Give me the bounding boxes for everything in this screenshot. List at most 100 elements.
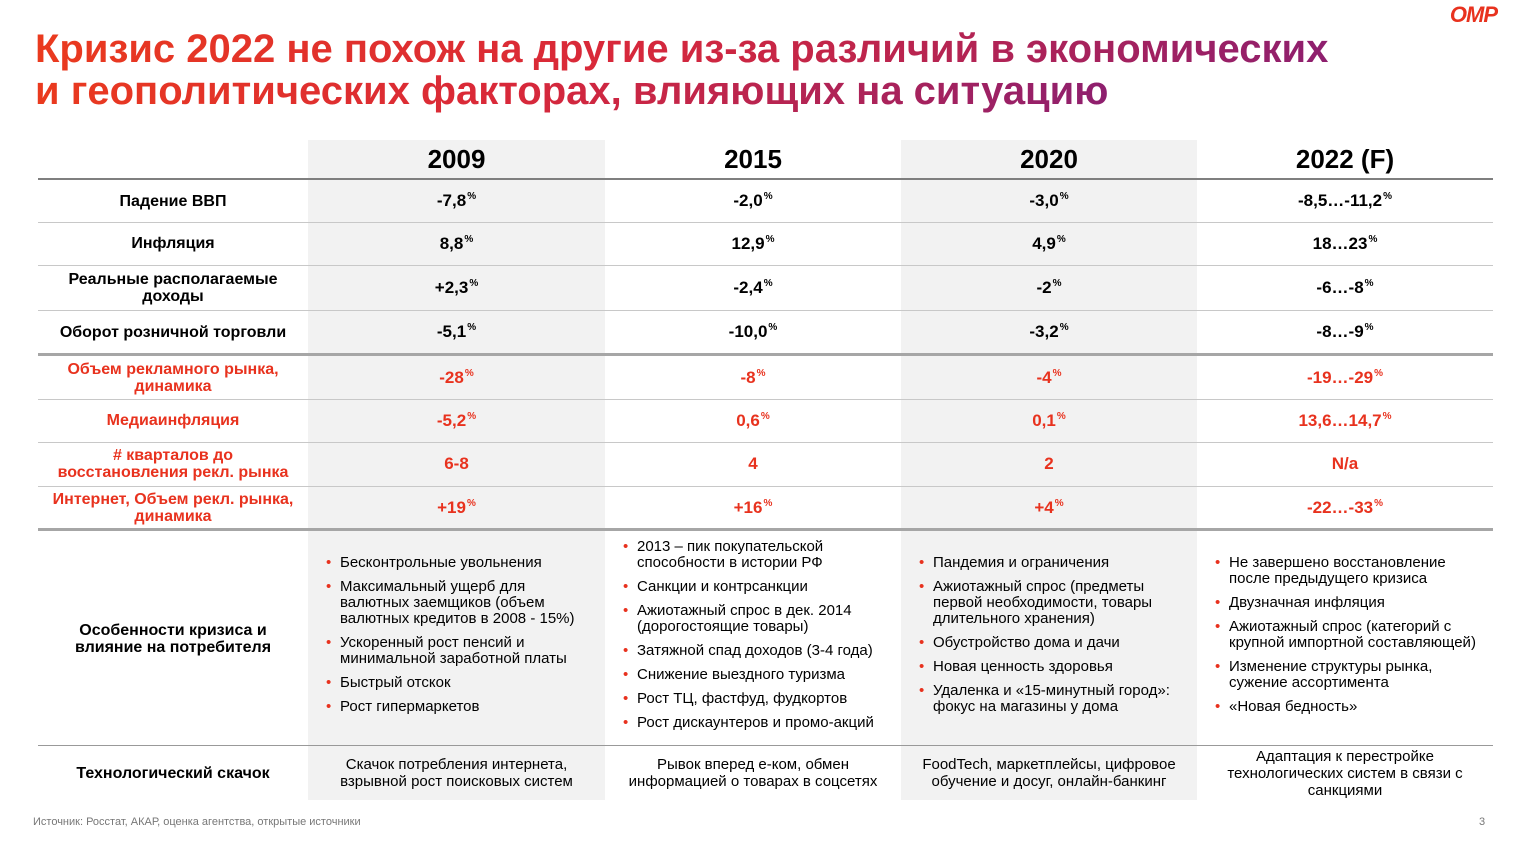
bullet-list: Не завершено восстановление после предыд… [1211,554,1483,723]
column-header: 2020 [1020,143,1078,174]
bullet-list: Пандемия и ограничения Ажиотажный спрос (… [915,554,1187,723]
cell-unit: % [763,497,773,509]
bullet: Не завершено восстановление после предыд… [1215,554,1483,587]
cell-value-wrap: -8,5…-11,2% [1298,191,1392,211]
cell-value: -8…-9 [1316,322,1364,341]
cell-value-wrap: 0,6% [736,411,770,431]
cell-value-wrap: -2,4% [733,278,772,298]
cell-value-wrap: -2,0% [733,191,772,211]
cell-value: -19…-29 [1306,367,1374,387]
table-cell: 2 [901,442,1197,486]
row-label: Объем рекламного рынка, динамика [67,360,279,395]
table-cell: 0,6% [605,399,901,442]
cell-value-wrap: -5,1% [437,322,476,342]
cell-unit: % [1054,497,1064,509]
cell-value-wrap: +19% [437,498,476,518]
cell-unit: % [469,277,479,289]
cell-value: -10,0 [728,322,768,341]
row-rule [38,745,1493,746]
cell-value: 0,1 [1032,410,1056,430]
cell-value-wrap: -2% [1036,278,1061,298]
row-rule [38,265,1493,266]
bullet: «Новая бедность» [1215,698,1483,715]
cell-value: -3,2 [1029,322,1059,341]
tech-cell: FoodTech, маркетплейсы, цифровое обучени… [922,756,1176,790]
cell-value: -22…-33 [1306,497,1374,517]
cell-value: +19 [437,497,466,517]
table-cell: +16% [605,486,901,529]
cell-unit: % [1052,277,1062,289]
cell-value-wrap: -10,0% [729,322,778,342]
cell-value-wrap: -28% [439,368,473,388]
table-cell: -28% [308,356,605,399]
bullet-list: Бесконтрольные увольнения Максимальный ущ… [322,554,595,723]
table-cell: -6…-8% [1197,265,1493,310]
cell-value-wrap: -7,8% [437,191,476,211]
table-cell: 12,9% [605,222,901,265]
cell-value: 6-8 [444,454,469,473]
cell-unit: % [1382,410,1392,422]
bullet: Ажиотажный спрос (категорий с крупной им… [1215,618,1483,651]
cell-unit: % [763,191,773,202]
cell-value: -2,0 [733,191,763,210]
cell-value: -8 [740,367,756,387]
cell-value-wrap: 6-8 [444,454,469,474]
title-line: Кризис 2022 не похож на другие из-за раз… [35,27,1329,71]
cell-value-wrap: 2 [1044,454,1053,474]
row-label: Падение ВВП [119,192,227,210]
cell-unit: % [760,410,770,422]
cell-value-wrap: -3,2% [1029,322,1068,342]
column-header: 2022 (F) [1295,143,1395,174]
bullet: Обустройство дома и дачи [919,634,1187,651]
title-line: и геополитических факторах, влияющих на … [35,69,1109,113]
cell-value-wrap: N/a [1332,454,1358,474]
feature-cell: Бесконтрольные увольнения Максимальный ущ… [308,532,605,745]
cell-value: -5,2 [436,410,467,430]
cell-value: -3,0 [1029,191,1059,210]
cell-value: -2 [1036,277,1052,297]
cell-unit: % [1374,497,1384,509]
table-cell: 13,6…14,7% [1197,399,1493,442]
column-header: 2015 [724,143,782,174]
table-cell: -8…-9% [1197,310,1493,354]
cell-value-wrap: 12,9% [732,234,775,254]
feature-cell: Пандемия и ограничения Ажиотажный спрос (… [901,532,1197,745]
section-rule [38,528,1493,531]
cell-value: 8,8 [439,233,464,253]
table-cell: 6-8 [308,442,605,486]
cell-value-wrap: -8% [740,368,765,388]
table-cell: 0,1% [901,399,1197,442]
row-label: Особенности кризиса и влияние на потреби… [74,621,272,656]
table-cell: +2,3% [308,265,605,310]
cell-value-wrap: 4 [748,454,757,474]
cell-unit: % [1059,322,1069,333]
column-header: 2009 [427,143,486,174]
logo: OMP [1449,2,1498,27]
page-number: 3 [1479,816,1486,828]
row-rule [38,442,1493,443]
cell-unit: % [768,322,778,333]
bullet: Ускоренный рост пенсий и минимальной зар… [326,634,595,667]
cell-unit: % [1056,233,1066,245]
cell-unit: % [467,410,477,422]
bullet: Изменение структуры рынка, сужение ассор… [1215,658,1483,691]
cell-unit: % [1056,410,1066,422]
cell-unit: % [1059,191,1069,202]
feature-cell: 2013 – пик покупательской способности в … [605,532,901,745]
table-cell: -3,0% [901,180,1197,222]
bullet: Новая ценность здоровья [919,658,1187,675]
cell-value-wrap: +16% [734,498,773,518]
bullet: Удаленка и «15-минутный город»: фокус на… [919,682,1187,715]
cell-value: -8,5…-11,2 [1297,191,1383,210]
cell-value: 0,6 [736,410,760,430]
cell-value-wrap: +4% [1034,498,1063,518]
cell-value: -5,1 [436,322,467,341]
table-cell: -19…-29% [1197,356,1493,399]
bullet-list: 2013 – пик покупательской способности в … [619,538,891,739]
bullet: Двузначная инфляция [1215,594,1483,611]
table-cell: -2% [901,265,1197,310]
row-label: Интернет, Объем рекл. рынка, динамика [52,490,294,525]
row-rule [38,399,1493,400]
tech-cell: Адаптация к перестройке технологических … [1227,747,1463,799]
cell-value: 2 [1044,454,1054,473]
